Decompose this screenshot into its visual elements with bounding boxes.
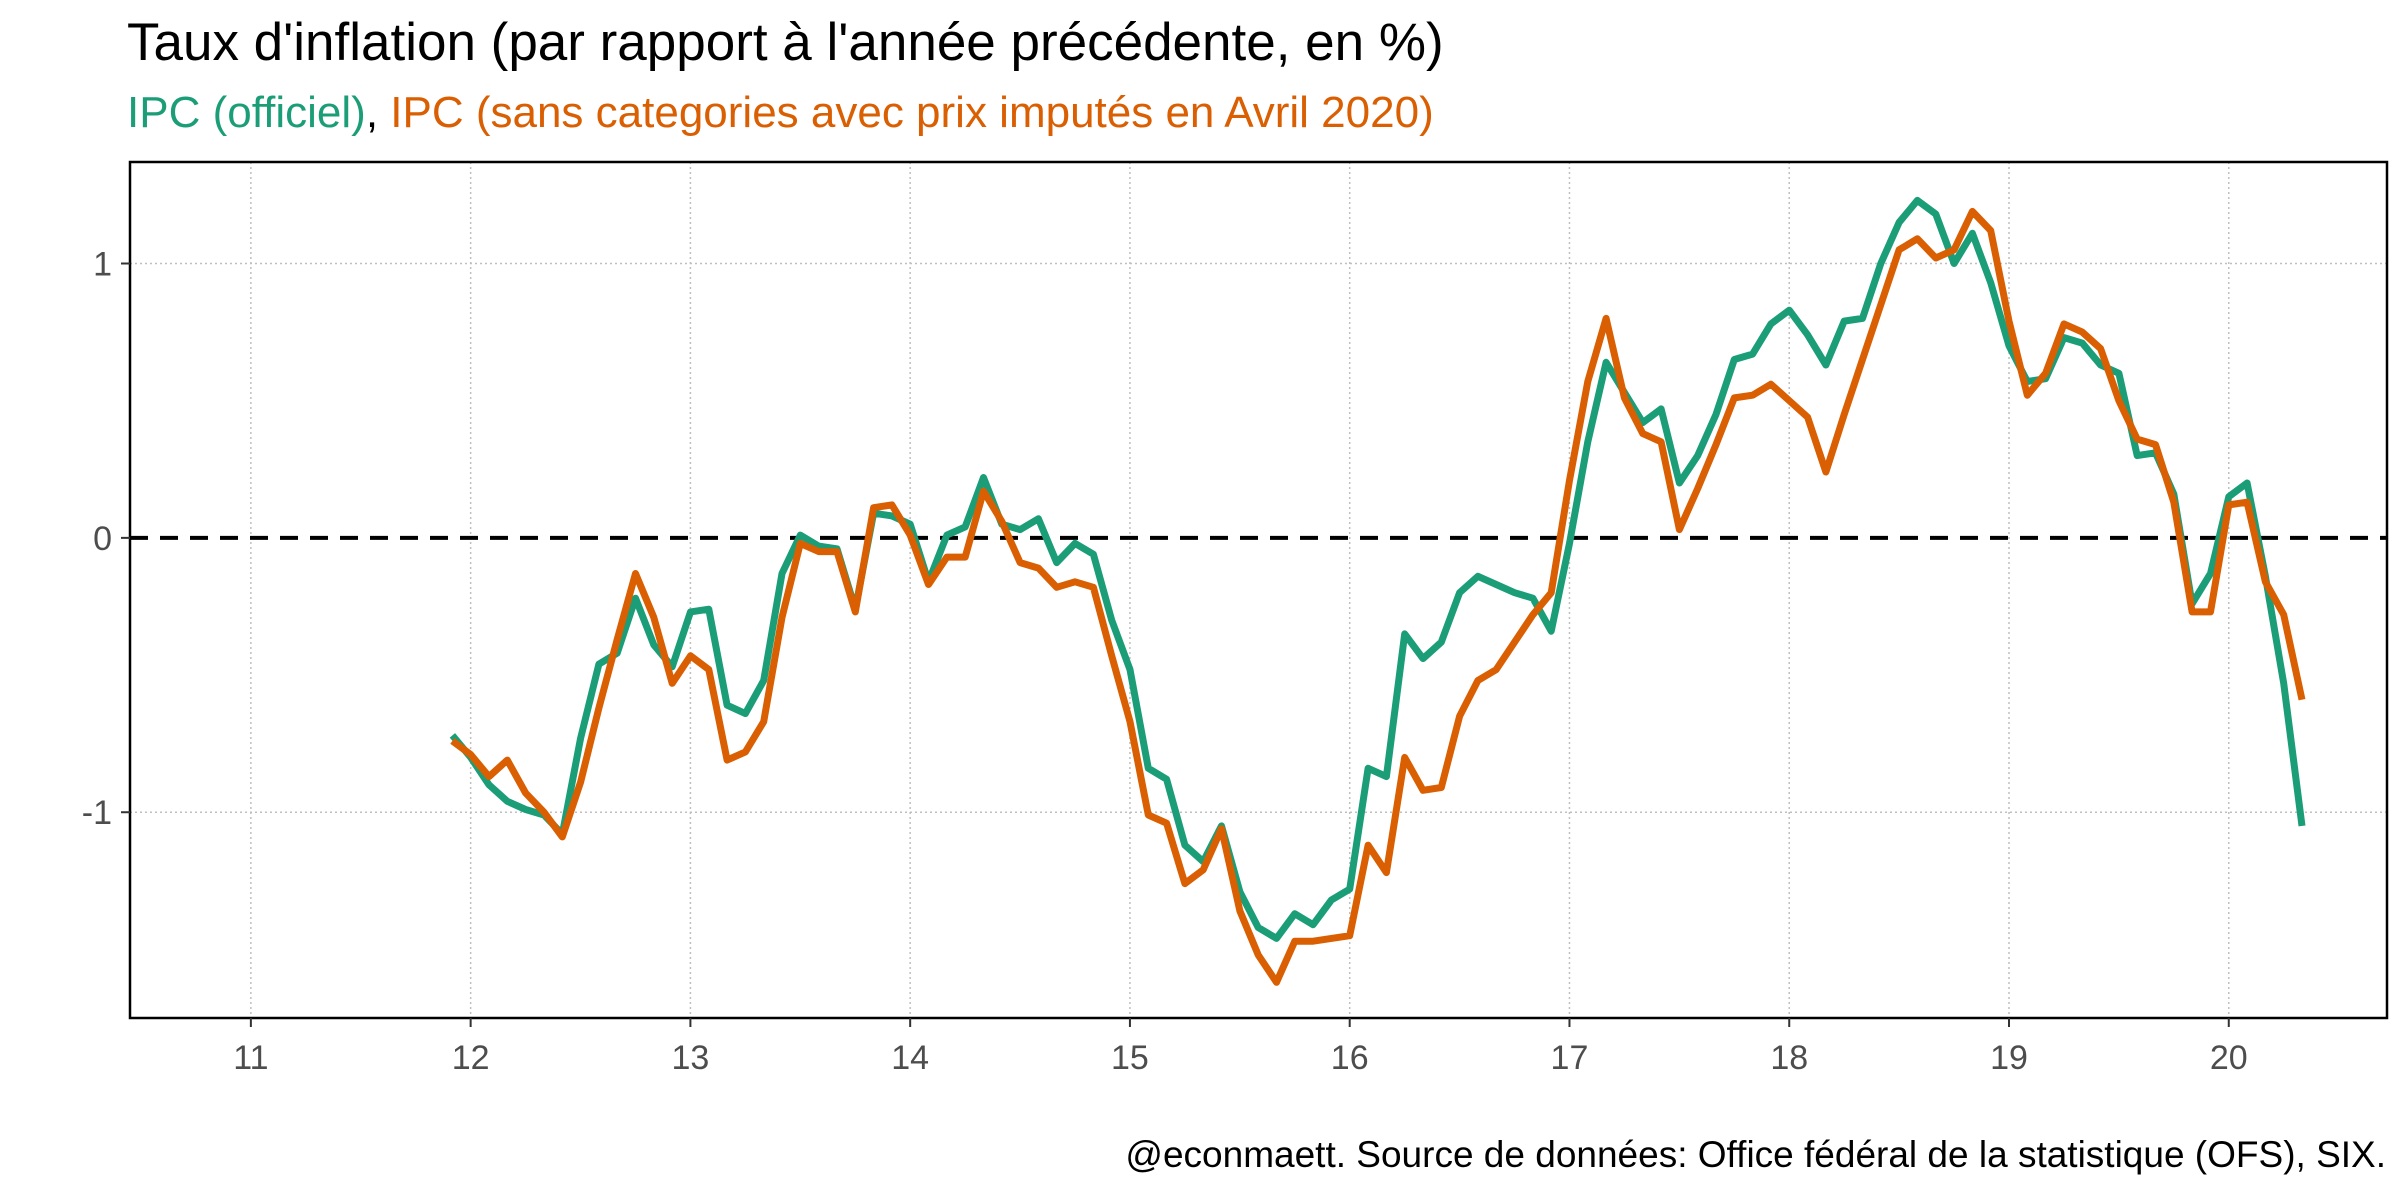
x-tick-label: 13	[671, 1039, 709, 1077]
y-tick-label: 1	[93, 246, 112, 284]
series-line-adjusted	[450, 207, 2306, 986]
legend-label-adjusted: IPC (sans categories avec prix imputés e…	[390, 88, 1434, 137]
x-tick-label: 19	[1990, 1039, 2028, 1077]
y-axis: -1 0 1	[82, 246, 130, 832]
x-tick-label: 15	[1111, 1039, 1149, 1077]
legend-separator: ,	[365, 88, 391, 137]
series-line-official	[449, 196, 2306, 942]
y-tick-label: 0	[93, 520, 112, 558]
x-tick-label: 16	[1331, 1039, 1369, 1077]
chart-title: Taux d'inflation (par rapport à l'année …	[127, 13, 1444, 72]
x-tick-label: 11	[233, 1039, 268, 1077]
plot-frame	[128, 160, 2389, 1020]
x-axis: 11 12 13 14 15 16 17 18 19 20	[233, 1018, 2248, 1077]
x-tick-label: 17	[1551, 1039, 1589, 1077]
y-tick-label: -1	[82, 794, 112, 832]
x-tick-label: 12	[452, 1039, 490, 1077]
x-tick-label: 14	[891, 1039, 929, 1077]
series-lines	[449, 196, 2306, 986]
source-caption: @econmaett. Source de données: Office fé…	[1125, 1134, 2386, 1175]
legend-label-official: IPC (officiel)	[127, 88, 366, 137]
chart-subtitle: IPC (officiel), IPC (sans categories ave…	[127, 88, 1434, 138]
x-tick-label: 18	[1770, 1039, 1808, 1077]
gridlines	[130, 162, 2387, 1018]
x-tick-label: 20	[2210, 1039, 2248, 1077]
